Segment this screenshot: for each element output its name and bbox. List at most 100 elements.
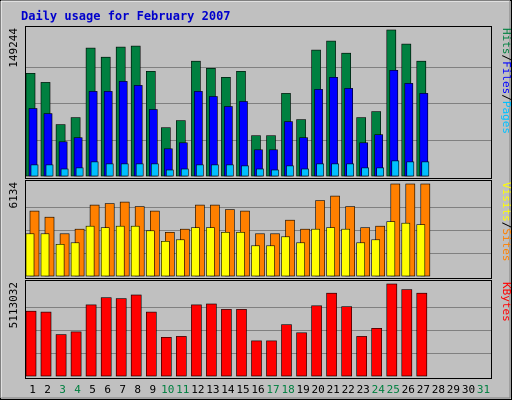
pages-bar-day-13 (211, 164, 219, 177)
pages-bar-day-25 (391, 160, 400, 177)
x-tick-label-day-22: 22 (342, 383, 355, 396)
kbytes-bar-day-20 (311, 305, 322, 377)
chart-title: Daily usage for February 2007 (21, 9, 231, 23)
kbytes-bar-day-7 (115, 298, 127, 377)
kbytes-bar-day-27 (416, 292, 428, 377)
pages-bar-day-17 (271, 169, 279, 177)
pages-bar-day-12 (196, 164, 204, 177)
x-tick-label-day-27: 27 (417, 383, 430, 396)
legend-separator: / (500, 222, 512, 229)
sites-bar-day-11 (176, 239, 185, 277)
kbytes-bar-day-10 (161, 336, 172, 377)
x-tick-label-day-8: 8 (134, 383, 141, 396)
legend-sites: Sites (500, 228, 512, 261)
kbytes-bar-day-9 (146, 311, 157, 377)
sites-bar-day-9 (146, 230, 155, 277)
sites-bar-day-20 (311, 228, 320, 277)
files-bar-day-15 (239, 101, 248, 177)
pages-bar-day-6 (105, 163, 114, 177)
legend-separator: / (500, 55, 512, 62)
x-tick-label-day-5: 5 (89, 383, 96, 396)
kbytes-bar-day-8 (130, 294, 142, 377)
sites-bar-day-2 (40, 233, 50, 277)
sites-bar-day-12 (191, 227, 200, 277)
kbytes-bar-day-18 (281, 324, 292, 377)
sites-bar-day-22 (341, 228, 351, 277)
x-tick-label-day-31: 31 (477, 383, 490, 396)
pages-bar-day-20 (316, 163, 324, 177)
files-bar-day-13 (209, 96, 218, 177)
sites-bar-day-4 (70, 242, 80, 277)
sites-bar-day-8 (130, 225, 140, 277)
panel-legend: Visits/Sites (500, 182, 512, 262)
legend-separator: / (500, 94, 512, 101)
kbytes-bar-day-25 (386, 283, 398, 377)
x-tick-label-day-10: 10 (161, 383, 174, 396)
x-tick-label-day-13: 13 (206, 383, 219, 396)
sites-bar-day-13 (206, 227, 215, 277)
pages-bar-day-8 (135, 163, 144, 177)
kbytes-bar-day-1 (25, 310, 37, 377)
pages-bar-day-10 (166, 169, 174, 177)
x-tick-label-day-23: 23 (357, 383, 370, 396)
x-tick-label-day-20: 20 (311, 383, 324, 396)
x-tick-label-day-17: 17 (266, 383, 279, 396)
sites-bar-day-25 (386, 221, 396, 277)
legend-visits: Visits (500, 182, 512, 222)
x-tick-label-day-11: 11 (176, 383, 189, 396)
files-bar-day-21 (329, 77, 338, 177)
sites-bar-day-27 (416, 224, 426, 277)
panel-legend: Hits/Files/Pages (500, 28, 512, 134)
kbytes-bar-day-17 (266, 340, 277, 377)
files-bar-day-12 (194, 91, 203, 177)
kbytes-bar-day-13 (206, 303, 217, 377)
x-tick-label-day-24: 24 (372, 383, 386, 396)
kbytes-bar-day-12 (191, 304, 202, 377)
kbytes-bar-day-26 (401, 289, 413, 377)
pages-bar-day-4 (75, 167, 84, 177)
legend-hits: Hits (500, 28, 512, 55)
kbytes-bar-day-19 (296, 332, 307, 377)
panel-max-label: 149244 (7, 28, 20, 68)
kbytes-bar-day-24 (371, 327, 383, 377)
x-tick-label-day-2: 2 (44, 383, 51, 396)
pages-bar-day-16 (256, 168, 264, 177)
sites-bar-day-3 (55, 244, 65, 277)
x-tick-label-day-14: 14 (221, 383, 235, 396)
sites-bar-day-18 (281, 236, 290, 277)
pages-bar-day-15 (241, 165, 249, 177)
x-tick-label-day-19: 19 (296, 383, 309, 396)
pages-bar-day-23 (361, 167, 370, 177)
sites-bar-day-24 (371, 239, 381, 277)
panel-max-label: 6134 (7, 182, 20, 209)
kbytes-bar-day-14 (221, 309, 232, 377)
x-tick-label-day-28: 28 (432, 383, 445, 396)
x-tick-label-day-7: 7 (119, 383, 126, 396)
legend-pages: Pages (500, 101, 512, 134)
sites-bar-day-26 (401, 222, 411, 277)
files-bar-day-6 (103, 91, 113, 177)
pages-bar-day-27 (421, 161, 430, 177)
x-tick-label-day-30: 30 (462, 383, 475, 396)
pages-bar-day-18 (286, 165, 294, 177)
kbytes-bar-day-2 (40, 311, 52, 377)
files-bar-day-22 (344, 88, 354, 177)
pages-bar-day-7 (120, 163, 129, 177)
pages-bar-day-2 (45, 164, 54, 177)
files-bar-day-20 (314, 89, 323, 177)
sites-bar-day-7 (115, 225, 125, 277)
pages-bar-day-11 (181, 168, 189, 177)
kbytes-bar-day-16 (251, 340, 262, 377)
kbytes-bar-day-11 (176, 336, 187, 377)
pages-bar-day-24 (376, 167, 385, 177)
panel-1: 149244 Hits/Files/Pages (7, 26, 512, 179)
x-tick-label-day-4: 4 (74, 383, 81, 396)
pages-bar-day-19 (301, 168, 309, 177)
panel-legend: KBytes (500, 282, 512, 322)
x-tick-label-day-3: 3 (59, 383, 66, 396)
legend-files: Files (500, 61, 512, 94)
pages-bar-day-3 (60, 168, 69, 177)
pages-bar-day-9 (151, 163, 159, 177)
